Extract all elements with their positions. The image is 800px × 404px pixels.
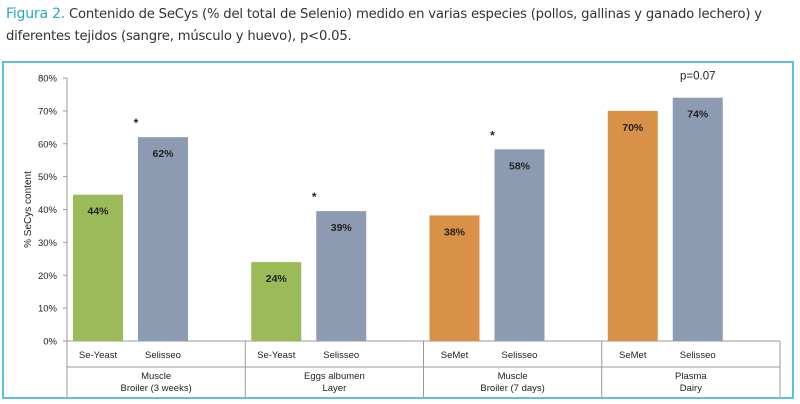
category-label: Selisseo xyxy=(323,350,359,361)
data-label: 24% xyxy=(266,273,288,285)
group-label-line1: Eggs albumen xyxy=(304,371,365,382)
significance-star: * xyxy=(134,116,139,130)
bar xyxy=(429,215,480,341)
group-label-line1: Plasma xyxy=(675,371,707,382)
data-label: 70% xyxy=(622,122,644,134)
group-label-line2: Broiler (7 days) xyxy=(480,383,544,394)
group-label-line2: Dairy xyxy=(680,383,702,394)
y-tick-label: 20% xyxy=(38,271,58,282)
category-label: Se-Yeast xyxy=(79,350,118,361)
y-tick-label: 60% xyxy=(38,139,58,150)
group-label-line1: Muscle xyxy=(498,371,528,382)
figure-label: Figura 2. xyxy=(6,6,66,22)
y-axis-title: % SeCys content xyxy=(23,171,34,248)
group-label-line1: Muscle xyxy=(141,371,171,382)
significance-star: * xyxy=(312,190,317,204)
bar xyxy=(607,110,658,341)
group-label-line2: Broiler (3 weeks) xyxy=(120,383,191,394)
y-tick-label: 50% xyxy=(38,172,58,183)
y-tick-label: 70% xyxy=(38,106,58,117)
category-label: SeMet xyxy=(619,350,647,361)
category-label: Selisseo xyxy=(680,350,716,361)
bar xyxy=(73,194,123,341)
p-value-annotation: p=0.07 xyxy=(680,71,716,83)
data-label: 38% xyxy=(444,226,466,238)
category-label: SeMet xyxy=(441,350,469,361)
group-label-line2: Layer xyxy=(322,383,346,394)
caption-text: Contenido de SeCys (% del total de Selen… xyxy=(6,7,762,44)
y-tick-label: 80% xyxy=(38,74,58,85)
bar xyxy=(316,211,367,341)
chart-frame xyxy=(2,61,794,399)
y-tick-label: 40% xyxy=(38,205,58,216)
data-label: 39% xyxy=(331,222,353,234)
y-tick-label: 30% xyxy=(38,238,58,249)
y-tick-label: 10% xyxy=(38,304,58,315)
category-label: Selisseo xyxy=(502,350,538,361)
category-label: Se-Yeast xyxy=(257,350,296,361)
significance-star: * xyxy=(490,128,495,142)
figure-caption: Figura 2. Contenido de SeCys (% del tota… xyxy=(6,3,796,48)
bar xyxy=(672,97,723,341)
y-tick-label: 0% xyxy=(43,337,57,348)
bar xyxy=(138,137,188,341)
data-label: 74% xyxy=(687,109,709,121)
data-label: 58% xyxy=(509,160,531,172)
bar xyxy=(494,149,545,341)
bar xyxy=(251,262,302,341)
data-label: 62% xyxy=(152,148,174,160)
data-label: 44% xyxy=(87,206,109,218)
category-label: Selisseo xyxy=(145,350,181,361)
